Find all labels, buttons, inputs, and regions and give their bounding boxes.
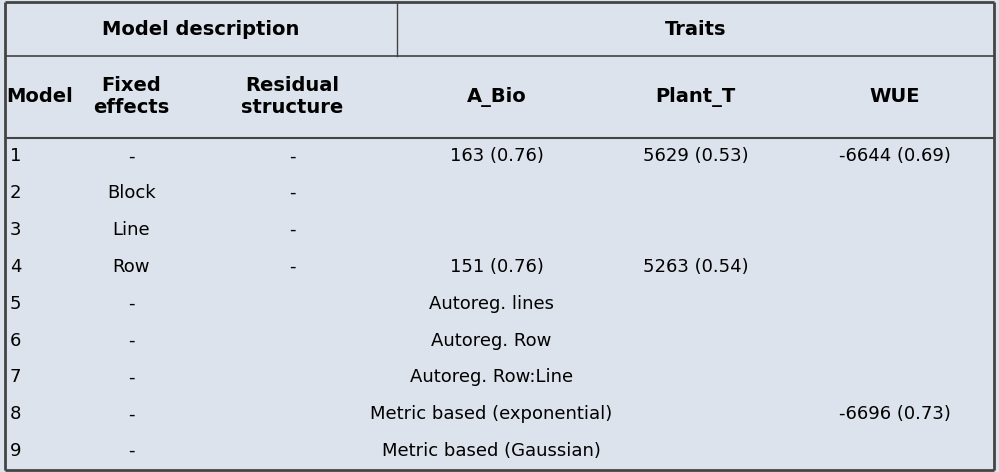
Text: Traits: Traits xyxy=(665,20,726,39)
Text: -6644 (0.69): -6644 (0.69) xyxy=(838,147,950,165)
Text: Autoreg. Row:Line: Autoreg. Row:Line xyxy=(410,369,573,387)
Text: 9: 9 xyxy=(10,442,22,460)
Text: 3: 3 xyxy=(10,221,22,239)
Text: 2: 2 xyxy=(10,184,22,202)
Text: Metric based (Gaussian): Metric based (Gaussian) xyxy=(382,442,600,460)
Text: 8: 8 xyxy=(10,405,21,423)
Text: 7: 7 xyxy=(10,369,22,387)
Text: Model description: Model description xyxy=(103,20,300,39)
Text: Row: Row xyxy=(113,258,150,276)
Text: Block: Block xyxy=(107,184,156,202)
Text: -: - xyxy=(128,369,135,387)
Text: Model: Model xyxy=(7,87,73,107)
Text: -: - xyxy=(290,147,296,165)
Text: Residual
structure: Residual structure xyxy=(242,76,344,118)
Text: 4: 4 xyxy=(10,258,22,276)
Text: Line: Line xyxy=(113,221,150,239)
Text: A_Bio: A_Bio xyxy=(467,87,526,107)
Text: 151 (0.76): 151 (0.76) xyxy=(450,258,543,276)
Text: Plant_T: Plant_T xyxy=(655,87,736,107)
Text: -: - xyxy=(290,221,296,239)
Text: 5629 (0.53): 5629 (0.53) xyxy=(643,147,748,165)
Text: -: - xyxy=(290,258,296,276)
Text: Autoreg. lines: Autoreg. lines xyxy=(429,295,553,313)
Text: -: - xyxy=(128,332,135,350)
Text: -: - xyxy=(128,147,135,165)
Text: -: - xyxy=(128,442,135,460)
Text: Metric based (exponential): Metric based (exponential) xyxy=(371,405,612,423)
Text: 1: 1 xyxy=(10,147,21,165)
Text: -: - xyxy=(128,295,135,313)
Text: -: - xyxy=(128,405,135,423)
Text: Autoreg. Row: Autoreg. Row xyxy=(432,332,551,350)
Text: -: - xyxy=(290,184,296,202)
Text: Fixed
effects: Fixed effects xyxy=(93,76,170,118)
Text: WUE: WUE xyxy=(869,87,920,107)
Text: 5263 (0.54): 5263 (0.54) xyxy=(643,258,748,276)
Text: 163 (0.76): 163 (0.76) xyxy=(450,147,543,165)
Text: -6696 (0.73): -6696 (0.73) xyxy=(838,405,950,423)
Text: 6: 6 xyxy=(10,332,21,350)
Text: 5: 5 xyxy=(10,295,22,313)
